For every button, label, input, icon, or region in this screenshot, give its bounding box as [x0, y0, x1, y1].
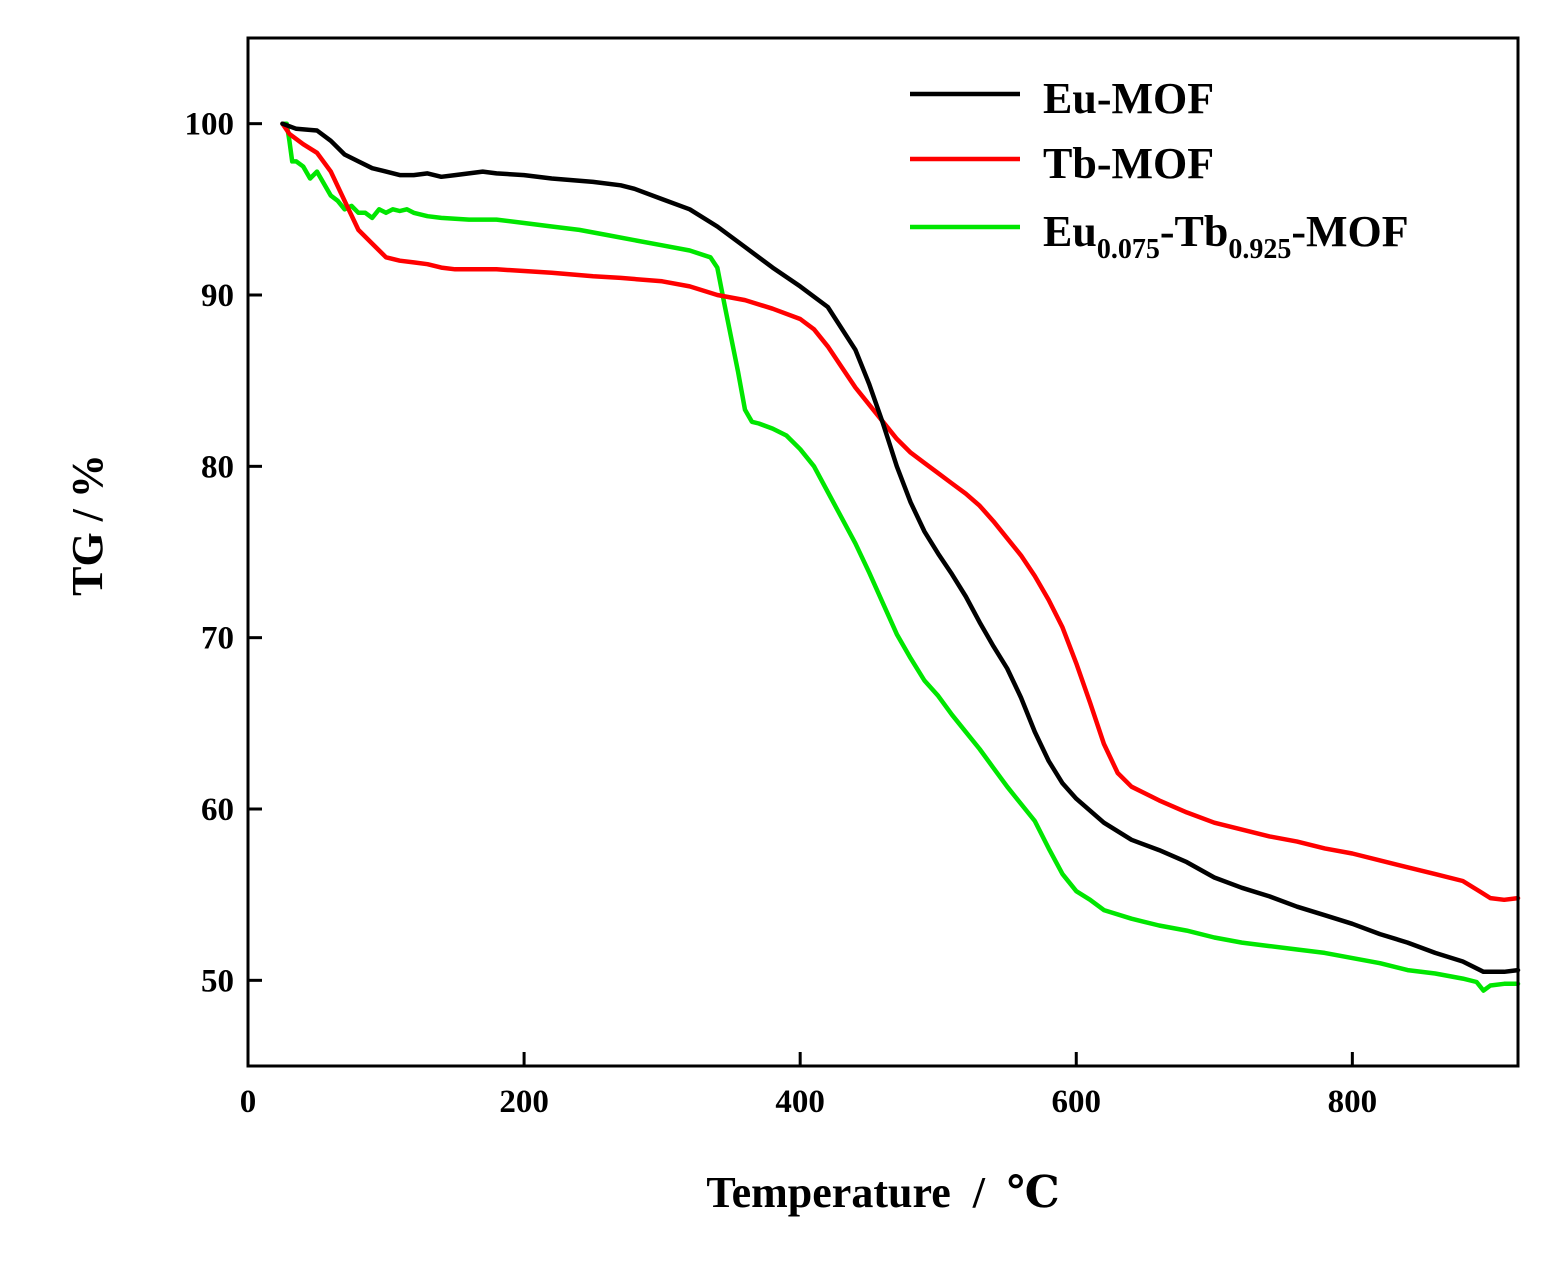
y-tick-label: 80: [201, 449, 234, 485]
legend-label-sub-tb: 0.925: [1228, 234, 1291, 265]
legend-item-tb-mof: Tb-MOF: [910, 139, 1214, 188]
legend-label-eu: Eu: [1043, 207, 1097, 256]
legend-label-tb: -Tb: [1160, 207, 1228, 256]
legend-label-eu-mof: Eu-MOF: [1043, 74, 1214, 123]
y-tick-label: 50: [201, 963, 234, 999]
series-line-tb-mof: [280, 121, 1521, 903]
y-tick-label: 60: [201, 792, 234, 828]
legend-label-mixed-mof: Eu0.075-Tb0.925-MOF: [1043, 207, 1409, 265]
x-tick-label: 400: [775, 1084, 825, 1120]
y-tick-label: 70: [201, 621, 234, 657]
y-axis-title: TG / %: [63, 454, 112, 596]
x-axis-title: Temperature / ℃: [706, 1168, 1059, 1217]
series-line-eu-mof: [280, 121, 1521, 975]
series-layer: [280, 121, 1521, 993]
plot-frame: [246, 36, 1520, 1068]
x-tick-label: 600: [1052, 1084, 1102, 1120]
series-line-eu-tb-mixed-mof: [280, 121, 1521, 993]
x-tick-label: 200: [499, 1084, 549, 1120]
y-tick-label: 90: [201, 278, 234, 314]
legend-label-sub-eu: 0.075: [1097, 234, 1160, 265]
tick-layer: 0 200 400 600 800 50 60 70 80 90 100: [185, 107, 1378, 1120]
legend-item-mixed-mof: Eu0.075-Tb0.925-MOF: [910, 207, 1409, 265]
legend-label-end: -MOF: [1291, 207, 1408, 256]
y-tick-label: 100: [185, 107, 235, 143]
x-tick-label: 800: [1328, 1084, 1378, 1120]
x-tick-label: 0: [240, 1084, 257, 1120]
legend-label-tb-mof: Tb-MOF: [1043, 139, 1214, 188]
legend: Eu-MOF Tb-MOF Eu0.075-Tb0.925-MOF: [910, 74, 1409, 265]
legend-item-eu-mof: Eu-MOF: [910, 74, 1214, 123]
